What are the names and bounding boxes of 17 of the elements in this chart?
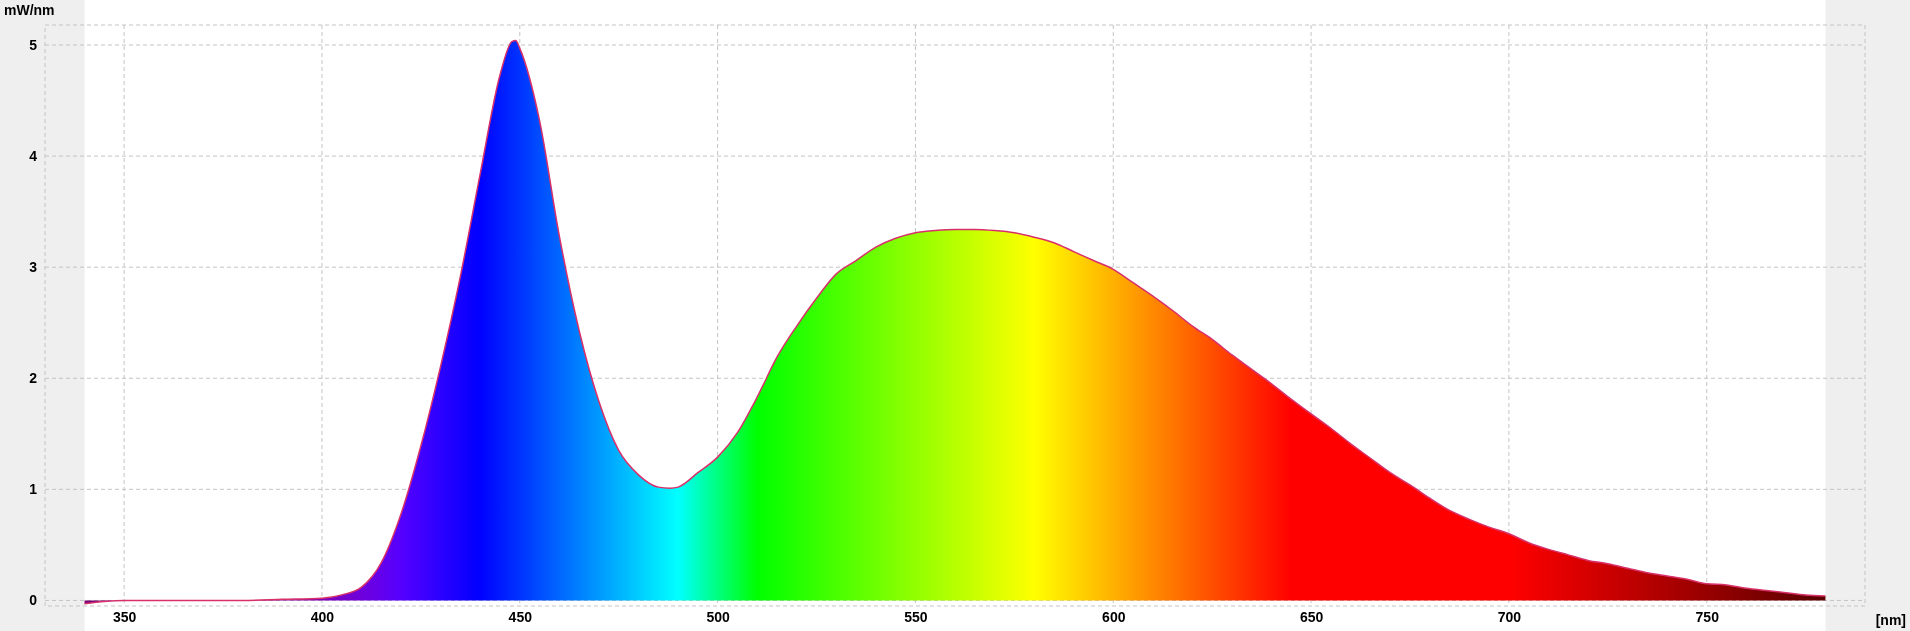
y-tick-label: 3 <box>29 259 38 276</box>
y-tick-label: 1 <box>29 481 38 498</box>
x-tick-label: 700 <box>1497 608 1522 625</box>
x-tick-label: 600 <box>1102 608 1126 625</box>
x-tick-label: 750 <box>1695 608 1720 625</box>
y-axis-title: mW/nm <box>4 2 55 18</box>
y-tick-label: 0 <box>29 592 38 609</box>
x-tick-label: 350 <box>112 608 137 625</box>
x-tick-label: 400 <box>310 608 335 625</box>
x-axis-title: [nm] <box>1875 612 1906 628</box>
y-tick-label: 5 <box>29 36 38 53</box>
x-tick-label: 450 <box>508 608 533 625</box>
x-tick-label: 500 <box>706 608 730 625</box>
y-tick-label: 2 <box>29 370 38 387</box>
x-tick-label: 550 <box>904 608 928 625</box>
y-tick-label: 4 <box>29 148 38 165</box>
x-tick-label: 650 <box>1299 608 1324 625</box>
